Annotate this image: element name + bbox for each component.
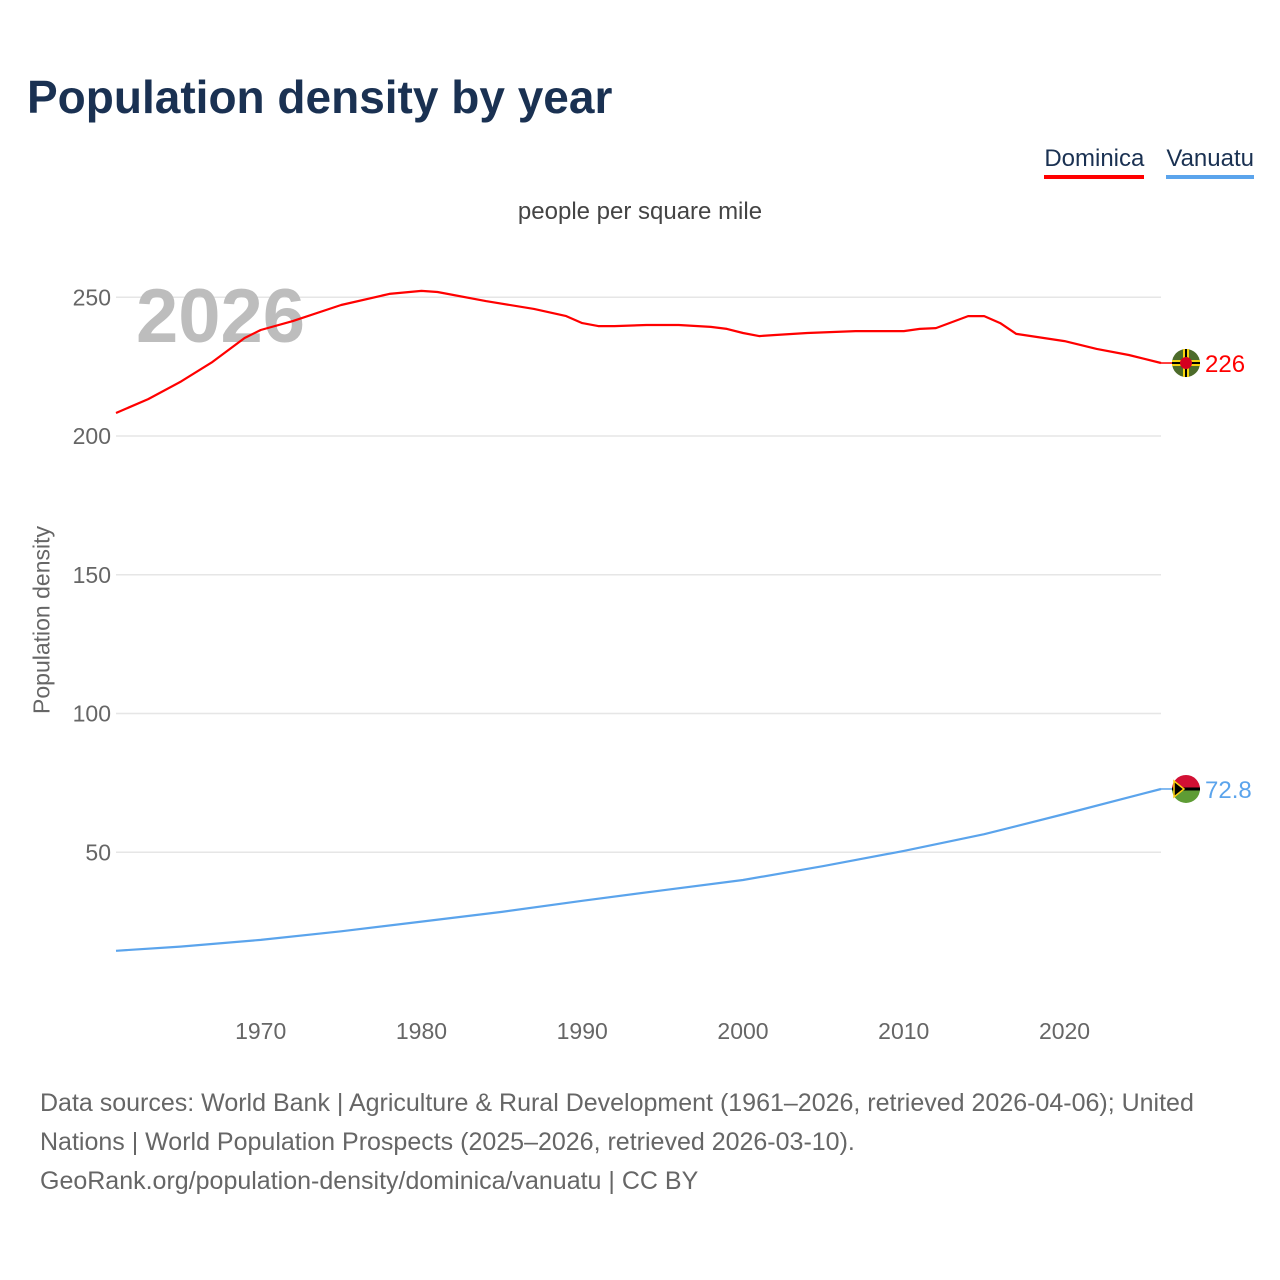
x-tick-label: 2020	[1039, 1018, 1090, 1044]
footer: Data sources: World Bank | Agriculture &…	[40, 1084, 1250, 1201]
year-watermark: 2026	[136, 274, 305, 359]
y-tick-label: 250	[73, 284, 111, 310]
legend: Dominica Vanuatu	[1044, 145, 1254, 179]
x-tick-label: 1970	[235, 1018, 286, 1044]
x-tick-label: 1990	[557, 1018, 608, 1044]
data-sources: Data sources: World Bank | Agriculture &…	[40, 1089, 1194, 1156]
end-value-label: 226	[1205, 351, 1245, 378]
x-tick-label: 1980	[396, 1018, 447, 1044]
y-tick-label: 200	[73, 423, 111, 449]
flag-stripe	[1172, 787, 1200, 791]
y-tick-label: 150	[73, 562, 111, 588]
x-tick-label: 2000	[717, 1018, 768, 1044]
flag-disc	[1180, 357, 1192, 370]
unit-label: people per square mile	[517, 198, 763, 225]
chart: 50 100 150 200 250 1970 1980 1990 2000 2010 2020 20…	[73, 274, 1252, 1044]
end-value-label: 72.8	[1205, 777, 1252, 804]
flag-triangle	[1173, 779, 1186, 799]
legend-item-vanuatu[interactable]: Vanuatu	[1166, 145, 1254, 179]
series-line-vanuatu	[115, 787, 1162, 952]
page-title: Population density by year	[27, 71, 613, 123]
legend-item-dominica[interactable]: Dominica	[1044, 145, 1145, 179]
series-line-dominica	[115, 289, 1162, 415]
x-tick-label: 2010	[878, 1018, 929, 1044]
source-link[interactable]: GeoRank.org/population-density/dominica/…	[40, 1167, 699, 1195]
y-tick-label: 50	[85, 839, 111, 865]
y-tick-label: 100	[73, 701, 111, 727]
